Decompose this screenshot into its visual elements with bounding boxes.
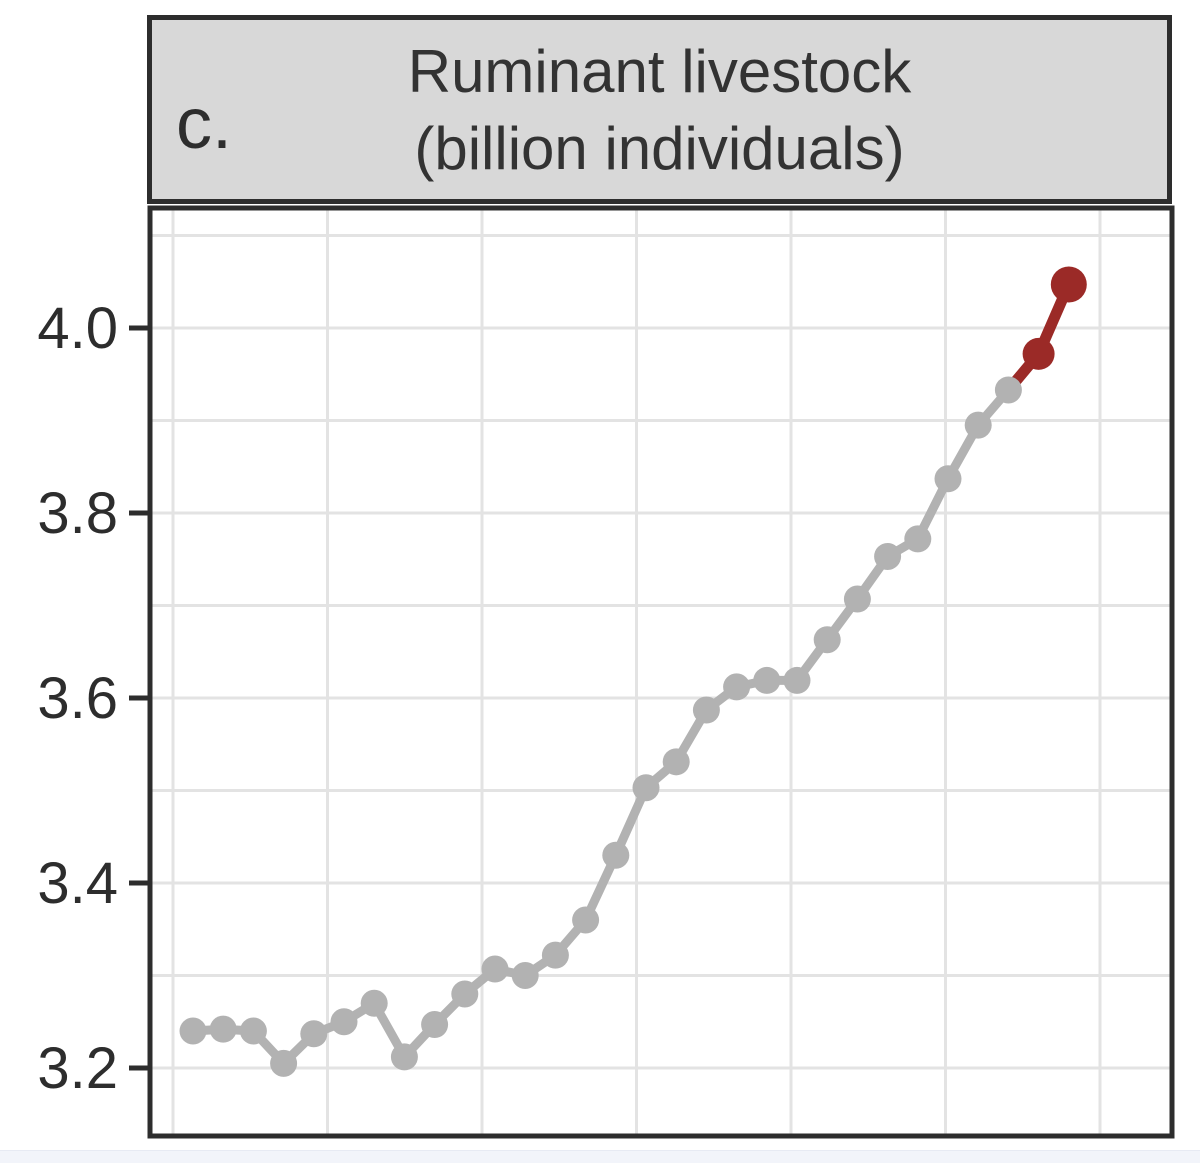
highlight-line [1002, 279, 1075, 396]
data-point-highlighted [1050, 266, 1087, 303]
data-point [209, 1015, 237, 1043]
panel-title: Ruminant livestock (billion individuals) [152, 20, 1167, 199]
data-point [360, 989, 388, 1017]
data-point [390, 1043, 418, 1071]
data-point [421, 1011, 449, 1039]
data-point [934, 465, 962, 493]
data-point [179, 1017, 207, 1045]
data-point [511, 962, 539, 989]
panel-header: c. Ruminant livestock (billion individua… [147, 15, 1172, 204]
data-point [451, 980, 479, 1008]
data-point [602, 841, 630, 869]
data-point [270, 1049, 298, 1077]
data-point [662, 748, 690, 776]
data-point [813, 626, 841, 654]
panel-label: c. [176, 84, 233, 164]
data-point [753, 666, 781, 694]
data-point [964, 411, 992, 439]
y-tick-label: 3.2 [37, 1036, 118, 1101]
data-point [632, 774, 660, 802]
panel-border [147, 205, 1175, 1139]
data-point [481, 955, 509, 983]
data-point [300, 1020, 328, 1048]
y-tick-label: 4.0 [37, 296, 118, 361]
data-point [330, 1008, 358, 1036]
bottom-strip [0, 1150, 1200, 1163]
data-point [783, 666, 811, 694]
panel-title-line1: Ruminant livestock [407, 37, 912, 105]
data-point [239, 1017, 267, 1045]
y-tick-label: 3.8 [37, 481, 118, 546]
data-point [541, 941, 569, 969]
y-tick-label: 3.6 [37, 666, 118, 731]
data-point [692, 696, 720, 724]
panel-title-line2: (billion individuals) [414, 114, 905, 182]
data-point [874, 542, 902, 570]
data-point [904, 525, 932, 553]
data-point [843, 585, 871, 613]
data-point [572, 906, 600, 934]
data-point [723, 673, 751, 701]
y-tick-label: 3.4 [37, 851, 118, 916]
data-point-highlighted [1022, 337, 1055, 370]
data-point [994, 376, 1022, 404]
series-line [188, 385, 1013, 1068]
